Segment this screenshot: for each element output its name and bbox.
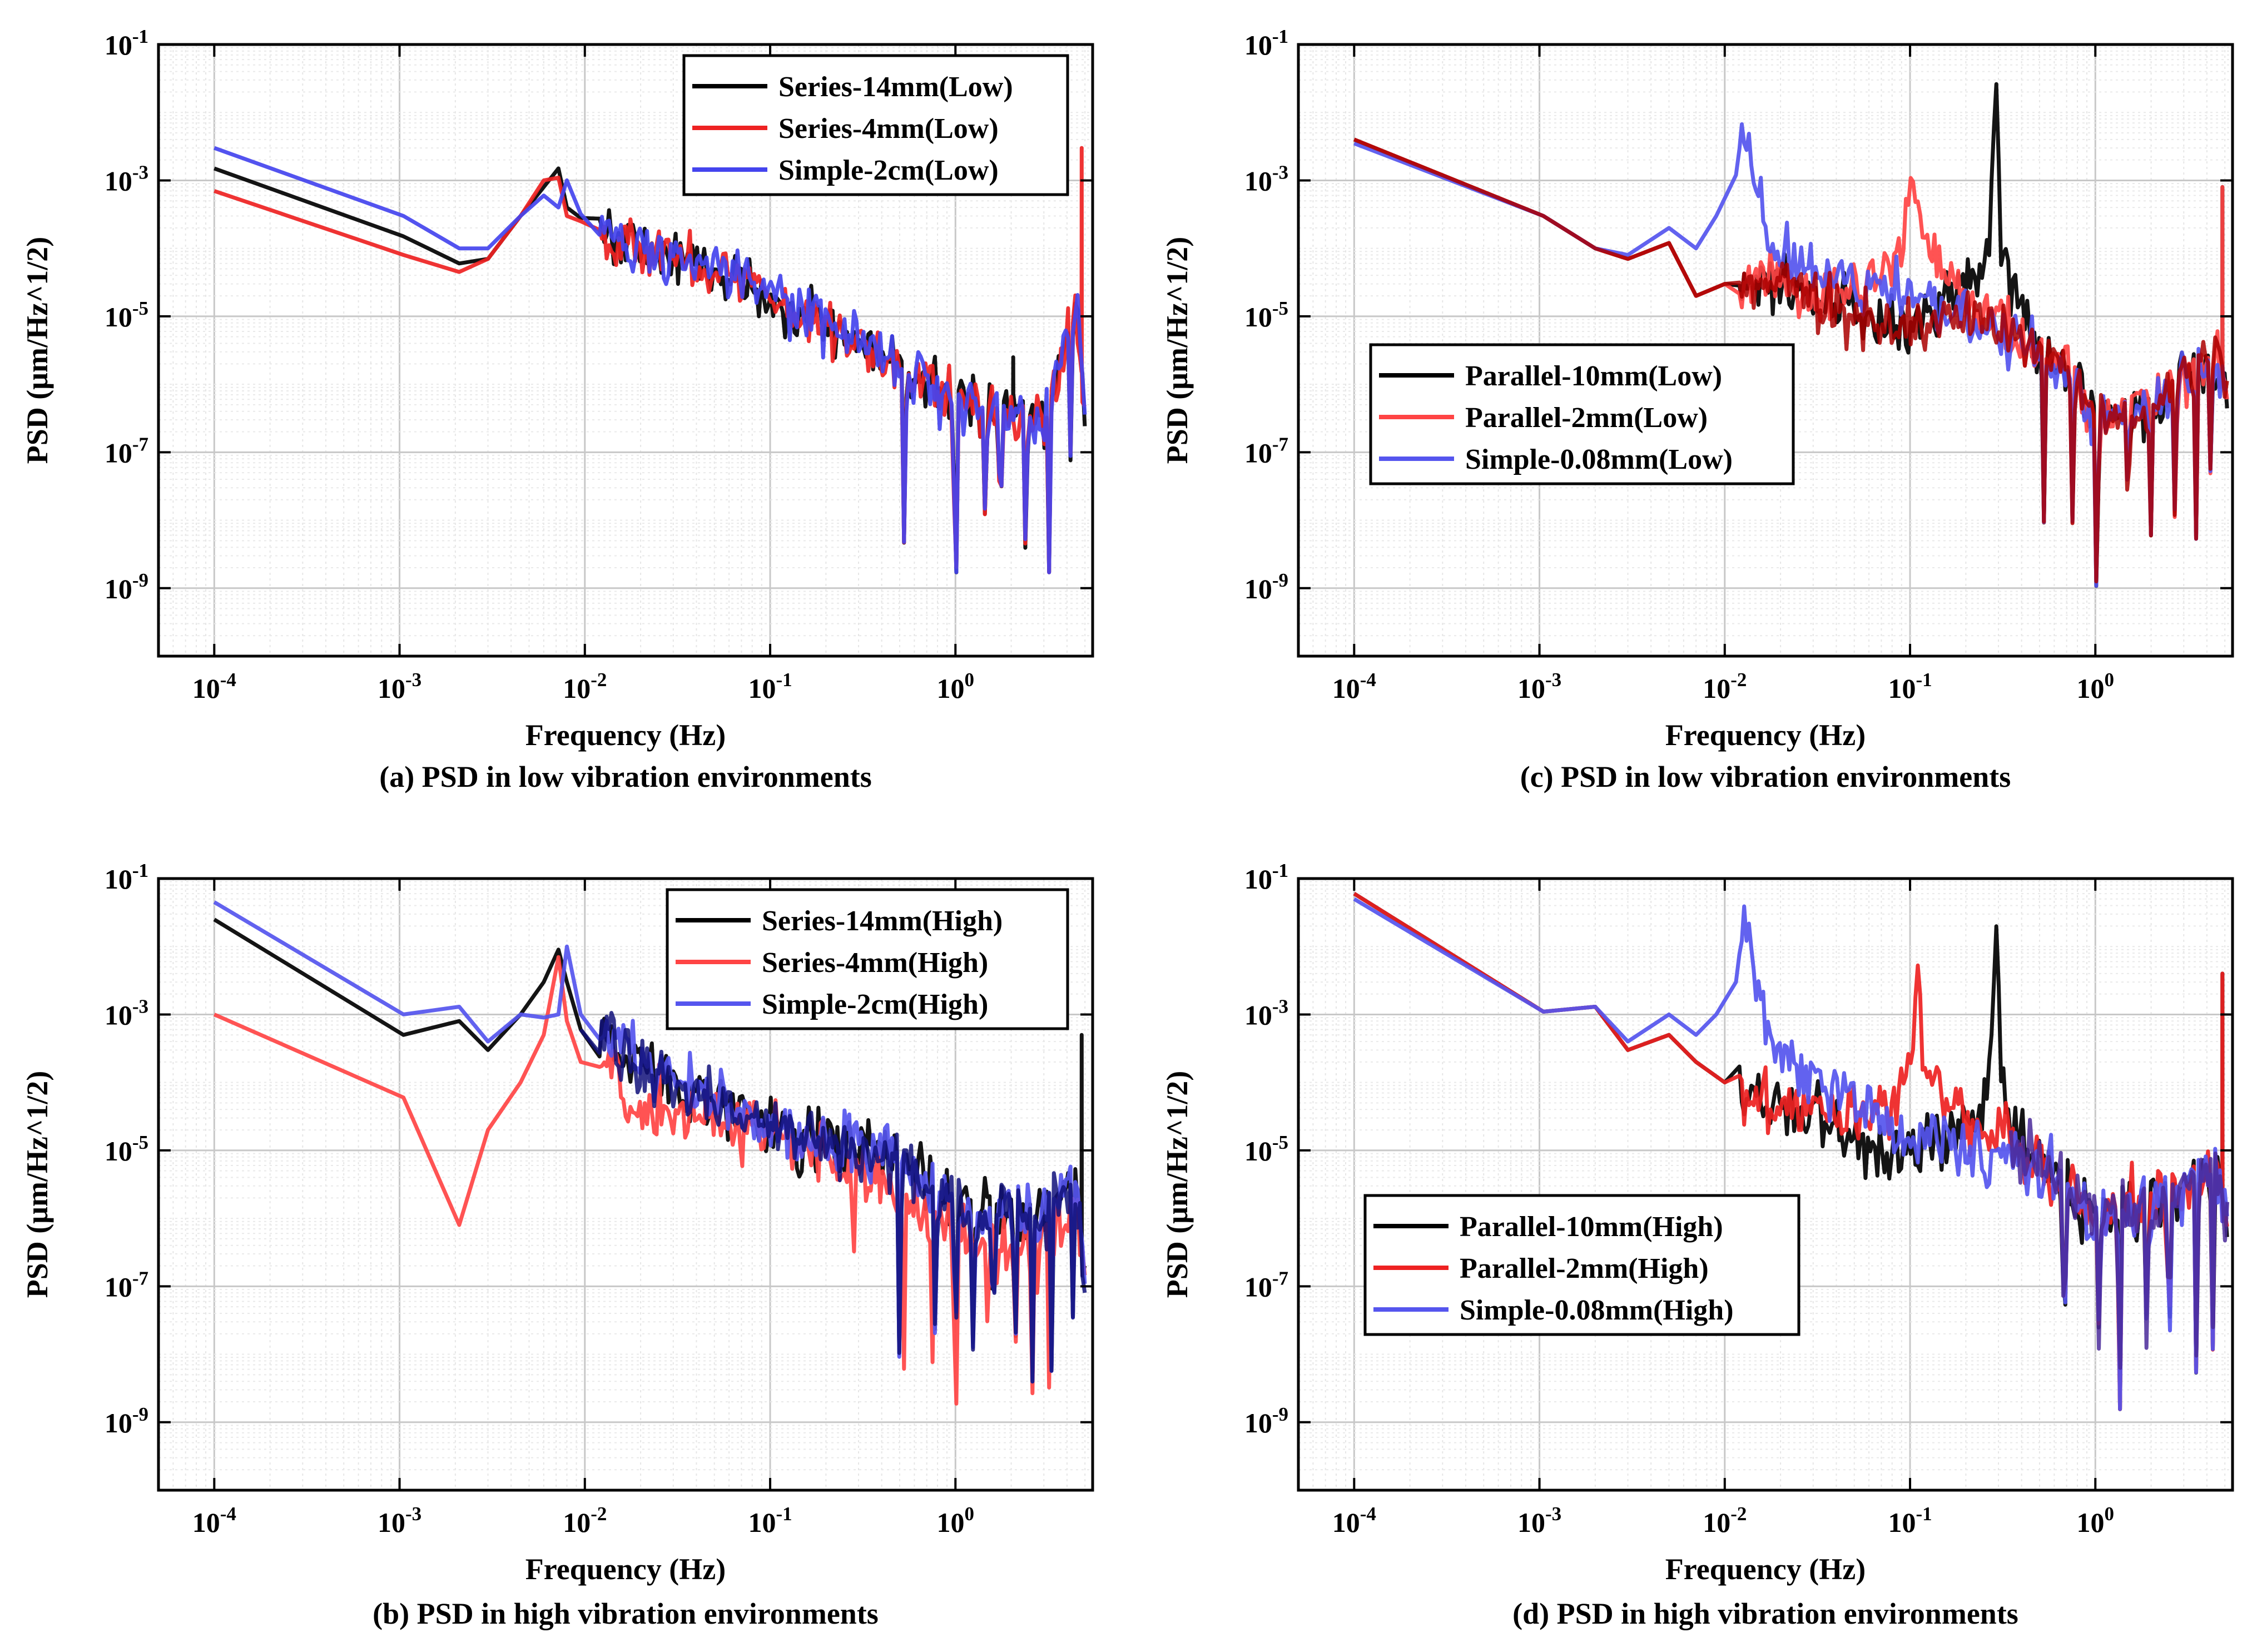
legend: Series-14mm(High) Series-4mm(High) Simple-…	[666, 888, 1069, 1030]
x-tick-label: 10-4	[1332, 669, 1376, 704]
x-tick-label: 10-4	[1332, 1503, 1376, 1538]
panel-a: 10-4 10-3 10-2 10-1 10010-910-710-510-310-11…	[21, 26, 1094, 793]
x-tick-label: 10-3	[378, 669, 421, 704]
x-axis-label: Frequency (Hz)	[525, 1552, 726, 1586]
x-tick-label: 10-1	[748, 669, 792, 704]
y-tick-label: 10-9	[105, 569, 148, 604]
x-tick-label: 100	[937, 669, 975, 704]
x-tick-label: 10-4	[192, 669, 236, 704]
legend: Parallel-10mm(High) Parallel-2mm(High) Sim…	[1363, 1194, 1800, 1336]
legend-label: Parallel-2mm(High)	[1460, 1253, 1709, 1284]
legend-label: Parallel-10mm(High)	[1460, 1211, 1723, 1243]
y-tick-label: 10-5	[1244, 1132, 1288, 1167]
series-group	[214, 146, 1087, 574]
y-tick-label: 10-7	[1244, 1267, 1288, 1302]
legend-label: Simple-0.08mm(High)	[1460, 1294, 1734, 1326]
plot-frame	[157, 43, 1094, 658]
panel-caption: (b) PSD in high vibration environments	[373, 1597, 879, 1630]
x-tick-label: 10-3	[1517, 1503, 1561, 1538]
x-tick-label: 10-1	[1888, 669, 1932, 704]
y-tick-label-top: 10-1	[105, 26, 148, 61]
x-tick-label: 10-3	[378, 1503, 421, 1538]
legend-label: Simple-2cm(Low)	[778, 155, 999, 186]
y-tick-label: 10-5	[1244, 297, 1288, 333]
y-tick-label: 10-7	[1244, 433, 1288, 468]
x-tick-label: 100	[2077, 1503, 2115, 1538]
plot-frame	[1297, 877, 2234, 1492]
x-tick-label: 10-2	[563, 1503, 607, 1538]
plot-area	[1298, 879, 2233, 1490]
series-line-4	[2008, 1118, 2230, 1370]
panel-c: 10-4 10-3 10-2 10-1 10010-910-710-510-310-11…	[1160, 26, 2234, 793]
y-tick-label: 10-7	[105, 433, 148, 468]
series-group	[1353, 892, 2230, 1411]
series-group	[1353, 82, 2229, 588]
x-axis-label: Frequency (Hz)	[1665, 1552, 1866, 1586]
y-tick-label: 10-3	[1244, 995, 1288, 1030]
x-tick-label: 10-4	[192, 1503, 236, 1538]
x-tick-label: 10-2	[1703, 669, 1747, 704]
y-tick-label: 10-9	[105, 1403, 148, 1438]
y-tick-label: 10-3	[105, 161, 148, 196]
legend-label: Simple-2cm(High)	[762, 989, 988, 1020]
series-line-3	[1353, 897, 2229, 1411]
plot-frame	[1297, 43, 2234, 658]
y-tick-label: 10-5	[105, 1132, 148, 1167]
y-axis-label: PSD (μm/Hz^1/2)	[1160, 1071, 1194, 1298]
y-tick-label: 10-3	[1244, 161, 1288, 196]
y-tick-label-top: 10-1	[105, 860, 148, 895]
x-tick-label: 10-3	[1517, 669, 1561, 704]
y-tick-label-top: 10-1	[1244, 860, 1288, 895]
legend-label: Simple-0.08mm(Low)	[1465, 444, 1733, 475]
panel-caption: (a) PSD in low vibration environments	[379, 760, 872, 793]
y-tick-label-top: 10-1	[1244, 26, 1288, 61]
legend: Series-14mm(Low) Series-4mm(Low) Simple-2c…	[682, 54, 1069, 196]
y-tick-label: 10-7	[105, 1267, 148, 1302]
x-tick-label: 10-2	[563, 669, 607, 704]
legend-label: Series-14mm(High)	[762, 905, 1003, 937]
series-line-2	[213, 955, 1087, 1406]
x-tick-label: 10-1	[748, 1503, 792, 1538]
y-tick-label: 10-5	[105, 297, 148, 333]
x-tick-label: 10-1	[1888, 1503, 1932, 1538]
y-axis-label: PSD (μm/Hz^1/2)	[1160, 237, 1194, 464]
x-tick-label: 100	[937, 1503, 975, 1538]
y-tick-label: 10-3	[105, 995, 148, 1030]
panel-d: 10-4 10-3 10-2 10-1 10010-910-710-510-310-11…	[1160, 860, 2234, 1630]
x-axis-label: Frequency (Hz)	[1665, 718, 1866, 752]
y-tick-label: 10-1	[1244, 26, 1288, 61]
legend-label: Parallel-2mm(Low)	[1465, 402, 1708, 434]
x-axis-label: Frequency (Hz)	[525, 718, 726, 752]
y-tick-label: 10-1	[105, 26, 148, 61]
plot-frame	[157, 877, 1094, 1492]
y-axis-label: PSD (μm/Hz^1/2)	[21, 237, 54, 464]
y-tick-label: 10-9	[1244, 569, 1288, 604]
legend: Parallel-10mm(Low) Parallel-2mm(Low) Simpl…	[1369, 343, 1795, 485]
legend-label: Series-4mm(High)	[762, 947, 988, 979]
series-line-4	[579, 1011, 1087, 1383]
series-group	[213, 900, 1087, 1406]
legend-label: Series-14mm(Low)	[778, 71, 1013, 103]
legend-label: Series-4mm(Low)	[778, 113, 999, 145]
series-line-3	[214, 146, 1087, 574]
panel-b: 10-4 10-3 10-2 10-1 10010-910-710-510-310-11…	[21, 860, 1094, 1630]
y-tick-label: 10-1	[105, 860, 148, 895]
x-tick-label: 10-2	[1703, 1503, 1747, 1538]
series-line-4	[1353, 137, 2229, 584]
legend-label: Parallel-10mm(Low)	[1465, 360, 1722, 392]
x-tick-label: 100	[2077, 669, 2115, 704]
y-axis-label: PSD (μm/Hz^1/2)	[21, 1071, 54, 1298]
panel-caption: (c) PSD in low vibration environments	[1520, 760, 2011, 793]
panel-caption: (d) PSD in high vibration environments	[1512, 1597, 2018, 1630]
y-tick-label: 10-1	[1244, 860, 1288, 895]
y-tick-label: 10-9	[1244, 1403, 1288, 1438]
